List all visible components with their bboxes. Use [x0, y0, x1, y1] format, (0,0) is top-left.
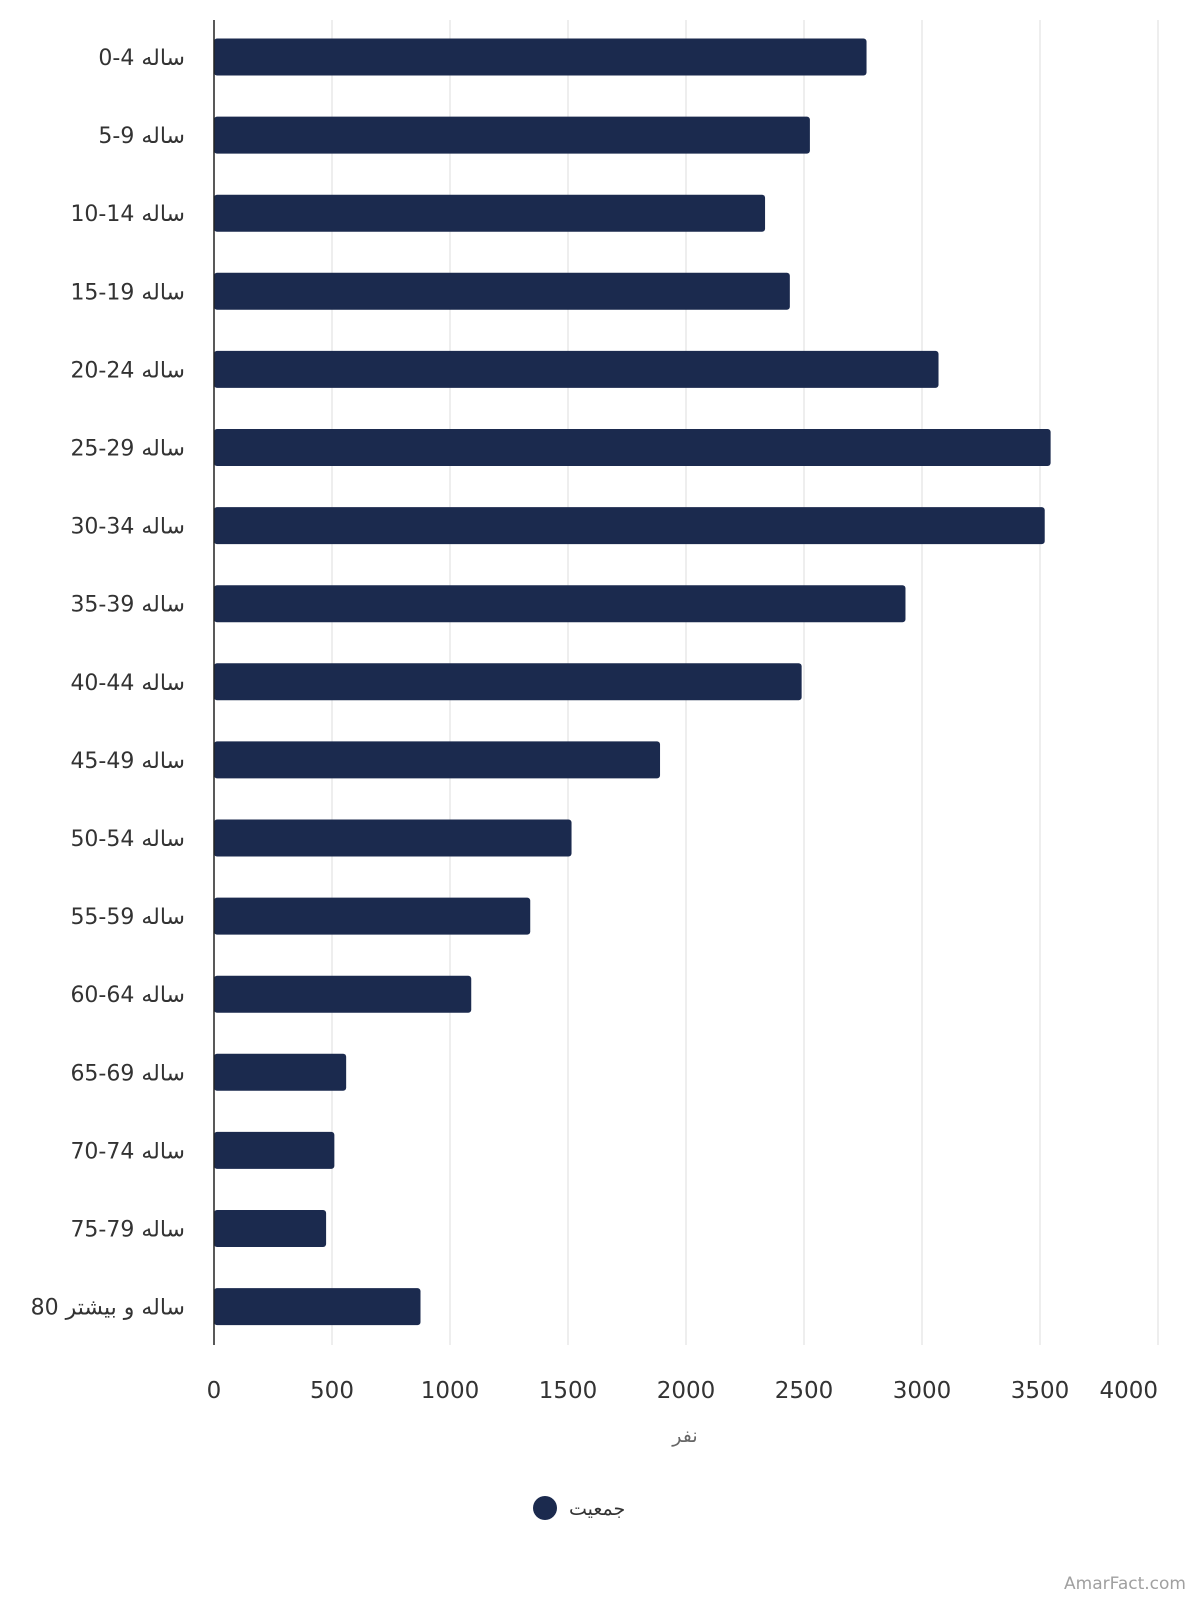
x-tick-label: 0 — [207, 1378, 222, 1404]
category-label: 15-19 ساله — [70, 280, 185, 305]
bar[interactable] — [214, 272, 790, 310]
legend[interactable]: جمعیت — [533, 1496, 625, 1520]
legend-label: جمعیت — [569, 1498, 625, 1520]
category-label: 75-79 ساله — [70, 1218, 185, 1243]
category-label: 70-74 ساله — [70, 1139, 185, 1164]
category-label: 35-39 ساله — [70, 593, 185, 618]
x-tick-label: 1000 — [421, 1378, 480, 1404]
bar[interactable] — [214, 116, 810, 154]
bar[interactable] — [214, 975, 472, 1013]
category-label: 30-34 ساله — [70, 515, 185, 540]
legend-marker — [533, 1496, 557, 1520]
x-axis-title: نفر — [671, 1425, 697, 1447]
bar[interactable] — [214, 1053, 347, 1091]
watermark: AmarFact.com — [1064, 1574, 1186, 1594]
category-label: 45-49 ساله — [70, 749, 185, 774]
bar[interactable] — [214, 507, 1045, 545]
category-label: 80 ساله و بیشتر — [31, 1296, 185, 1321]
bar[interactable] — [214, 741, 661, 779]
bar[interactable] — [214, 38, 867, 76]
category-label: 65-69 ساله — [70, 1061, 185, 1086]
bar[interactable] — [214, 585, 906, 623]
category-label: 20-24 ساله — [70, 358, 185, 383]
category-label: 60-64 ساله — [70, 983, 185, 1008]
category-label: 55-59 ساله — [70, 905, 185, 930]
bar[interactable] — [214, 1288, 421, 1326]
category-labels: 0-4 ساله 5-9 ساله 10-14 ساله 15-19 ساله 20-2… — [31, 46, 185, 1321]
bar[interactable] — [214, 429, 1051, 466]
category-label: 5-9 ساله — [98, 124, 185, 149]
x-tick-label: 1500 — [539, 1378, 598, 1404]
category-label: 40-44 ساله — [70, 671, 185, 696]
bars — [214, 38, 1051, 1326]
x-tick-label: 3000 — [893, 1378, 952, 1404]
bar[interactable] — [214, 1210, 327, 1247]
x-tick-label: 500 — [310, 1378, 354, 1404]
bar[interactable] — [214, 819, 572, 857]
bar[interactable] — [214, 194, 766, 232]
x-tick-label: 2000 — [657, 1378, 716, 1404]
category-label: 25-29 ساله — [70, 437, 185, 462]
category-label: 0-4 ساله — [98, 46, 185, 71]
x-tick-label: 4000 — [1099, 1378, 1158, 1404]
bar[interactable] — [214, 663, 802, 701]
bar[interactable] — [214, 1131, 335, 1169]
category-label: 10-14 ساله — [70, 202, 185, 227]
bar[interactable] — [214, 350, 939, 388]
x-tick-labels: 0 500 1000 1500 2000 2500 3000 3500 4000 — [207, 1378, 1158, 1404]
category-label: 50-54 ساله — [70, 827, 185, 852]
x-tick-label: 2500 — [775, 1378, 834, 1404]
bar[interactable] — [214, 897, 531, 935]
x-tick-label: 3500 — [1011, 1378, 1070, 1404]
